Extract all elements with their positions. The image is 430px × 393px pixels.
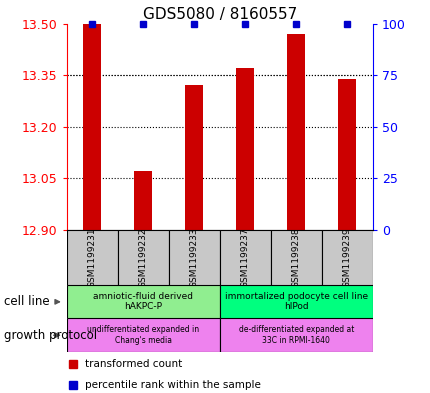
Text: de-differentiated expanded at
33C in RPMI-1640: de-differentiated expanded at 33C in RPM… xyxy=(238,325,353,345)
Bar xyxy=(219,230,270,285)
Bar xyxy=(117,230,169,285)
Bar xyxy=(67,285,219,318)
Bar xyxy=(219,318,372,352)
Text: GSM1199237: GSM1199237 xyxy=(240,227,249,288)
Bar xyxy=(321,230,372,285)
Text: GSM1199232: GSM1199232 xyxy=(138,227,147,288)
Text: percentile rank within the sample: percentile rank within the sample xyxy=(85,380,261,390)
Text: GSM1199238: GSM1199238 xyxy=(291,227,300,288)
Text: amniotic-fluid derived
hAKPC-P: amniotic-fluid derived hAKPC-P xyxy=(93,292,193,311)
Title: GDS5080 / 8160557: GDS5080 / 8160557 xyxy=(142,7,296,22)
Bar xyxy=(236,68,254,230)
Bar xyxy=(83,24,101,230)
Bar xyxy=(67,318,219,352)
Bar xyxy=(169,230,219,285)
Bar xyxy=(338,79,356,230)
Text: immortalized podocyte cell line
hIPod: immortalized podocyte cell line hIPod xyxy=(224,292,367,311)
Bar xyxy=(134,171,152,230)
Text: undifferentiated expanded in
Chang's media: undifferentiated expanded in Chang's med… xyxy=(87,325,199,345)
Bar xyxy=(67,230,117,285)
Bar xyxy=(287,34,304,230)
Text: GSM1199239: GSM1199239 xyxy=(342,227,351,288)
Text: GSM1199233: GSM1199233 xyxy=(189,227,198,288)
Bar xyxy=(219,285,372,318)
Bar xyxy=(185,85,203,230)
Text: growth protocol: growth protocol xyxy=(4,329,97,342)
Text: GSM1199231: GSM1199231 xyxy=(88,227,97,288)
Bar xyxy=(270,230,321,285)
Text: cell line: cell line xyxy=(4,295,50,309)
Text: transformed count: transformed count xyxy=(85,358,182,369)
